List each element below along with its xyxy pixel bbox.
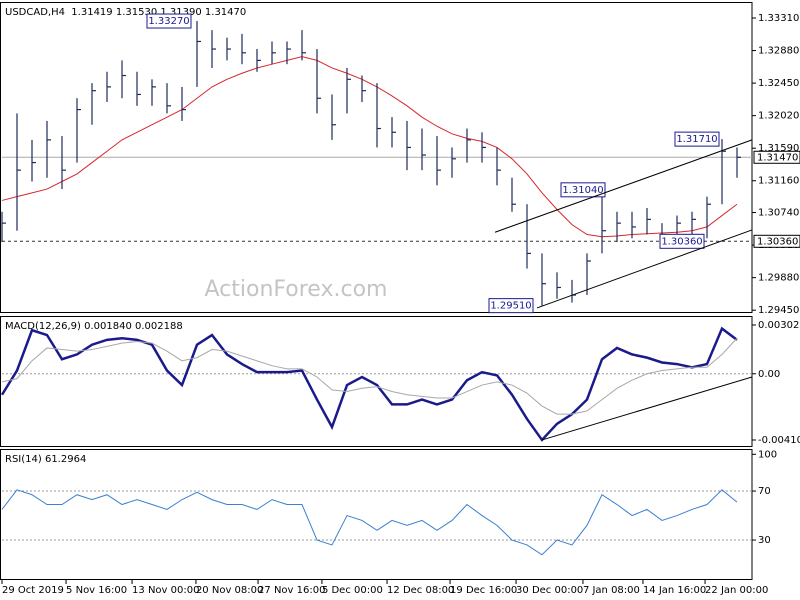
trendline [541, 376, 753, 441]
indicator-line [0, 326, 738, 442]
price-label-box [753, 234, 800, 248]
callout-label: 1.30360 [661, 236, 702, 247]
x-tick-label: 20 Nov 08:00 [196, 585, 263, 596]
indicator-line [1, 489, 738, 556]
watermark: ActionForex.com [205, 277, 388, 302]
callout-label: 1.31710 [676, 134, 717, 145]
y-tick-label: 0.00 [758, 369, 780, 380]
y-tick-label: 1.29450 [758, 305, 799, 316]
callout-label: 1.29510 [490, 301, 531, 312]
callout-label: 1.31040 [562, 185, 603, 196]
price-label-box [753, 150, 800, 164]
trendline [494, 139, 753, 233]
x-tick-label: 27 Nov 16:00 [258, 585, 325, 596]
x-tick-label: 5 Dec 00:00 [322, 585, 383, 596]
trendline [536, 229, 753, 309]
panel-title: RSI(14) 61.2964 [5, 454, 86, 465]
x-tick-label: 5 Nov 16:00 [66, 585, 127, 596]
x-tick-label: 29 Oct 2019 [2, 585, 64, 596]
x-tick-label: 12 Dec 08:00 [387, 585, 454, 596]
y-tick-label: -0.004103 [758, 435, 800, 446]
y-tick-label: 1.32450 [758, 78, 799, 89]
y-tick-label: 70 [758, 486, 771, 497]
x-tick-label: 22 Jan 00:00 [705, 585, 768, 596]
x-tick-label: 14 Jan 16:00 [643, 585, 706, 596]
price-label: 1.30360 [757, 236, 798, 247]
panel-title: USDCAD,H4 1.31419 1.31530 1.31390 1.3147… [5, 7, 246, 18]
callout-box [674, 131, 720, 147]
callout-box [146, 13, 192, 29]
panel-frame [0, 449, 753, 580]
y-tick-label: 1.30740 [758, 208, 799, 219]
y-tick-label: 1.32880 [758, 46, 799, 57]
x-tick-label: 7 Jan 08:00 [583, 585, 640, 596]
y-tick-label: 30 [758, 535, 771, 546]
panel-frame [0, 316, 753, 447]
y-tick-label: 1.31160 [758, 176, 799, 187]
moving-average [1, 56, 738, 238]
x-tick-label: 30 Dec 00:00 [516, 585, 583, 596]
callout-box [560, 182, 606, 198]
y-tick-label: 1.31590 [758, 143, 799, 154]
y-tick-label: 1.29880 [758, 273, 799, 284]
callout-box [659, 233, 705, 249]
y-tick-label: 1.33310 [758, 13, 799, 24]
y-tick-label: 100 [758, 449, 777, 460]
price-label: 1.31470 [757, 152, 798, 163]
x-tick-label: 19 Dec 16:00 [450, 585, 517, 596]
indicator-line [1, 337, 738, 415]
panel-title: MACD(12,26,9) 0.001840 0.002188 [5, 321, 183, 332]
y-tick-label: 1.32020 [758, 111, 799, 122]
y-tick-label: 0.003021 [758, 320, 800, 331]
callout-label: 1.33270 [148, 16, 189, 27]
callout-box [488, 298, 534, 314]
x-tick-label: 13 Nov 00:00 [132, 585, 199, 596]
